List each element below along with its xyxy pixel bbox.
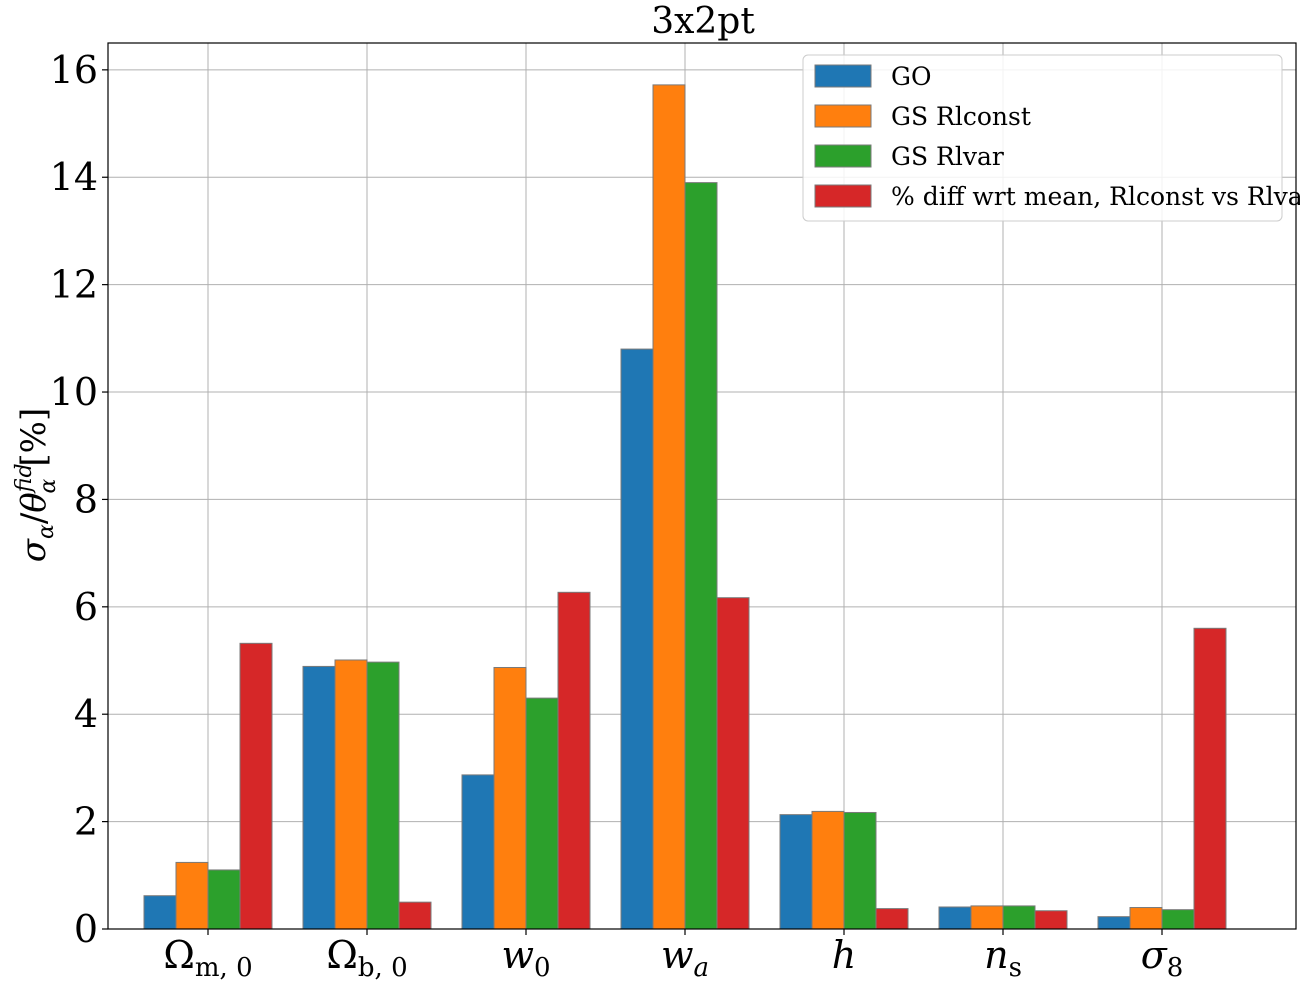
bar-gs-rlvar-5 (1002, 905, 1036, 930)
legend-swatch (814, 64, 872, 88)
x-tick-label: h (832, 933, 856, 977)
x-tick-label: Ωb, 0 (326, 933, 407, 983)
bar-go-2 (461, 774, 495, 930)
bar-diff-wrt-mean-rlconst-vs-rlvar-2 (557, 591, 591, 930)
bar-go-6 (1097, 916, 1131, 930)
x-tick-label-sub: m, 0 (195, 953, 253, 983)
y-tick-labels: 0 2 4 6 8 10 12 14 16 (50, 48, 108, 951)
legend-label: % diff wrt mean, Rlconst vs Rlvar (891, 182, 1300, 211)
bar-diff-wrt-mean-rlconst-vs-rlvar-5 (1034, 910, 1068, 930)
bar-go-5 (938, 906, 972, 930)
x-tick-label-base: h (832, 933, 856, 977)
y-axis-label: σα/θfidα[%] (12, 408, 61, 563)
x-tick-label-base: n (984, 933, 1008, 977)
legend-box (802, 54, 1283, 222)
bar-gs-rlvar-3 (684, 182, 718, 930)
x-tick-label-base: w (501, 933, 534, 977)
y-axis-label-text: σα/θfidα[%] (12, 408, 61, 563)
x-tick-label-sub: 8 (1167, 953, 1184, 983)
ylabel-sub-alpha-2: α (36, 478, 61, 493)
bar-go-3 (620, 348, 654, 930)
y-tick-label: 14 (50, 155, 98, 199)
bar-gs-rlconst-0 (175, 861, 209, 930)
bar-gs-rlvar-6 (1161, 909, 1195, 930)
ylabel-slash: / (14, 512, 54, 524)
legend-swatch (814, 144, 872, 168)
y-tick-label: 6 (74, 585, 98, 629)
plot-frame (107, 42, 1297, 930)
x-tick-label-base: Ω (326, 933, 358, 977)
y-tick-label: 4 (74, 692, 98, 736)
legend-swatch (814, 104, 872, 128)
x-tick-label-sub: 0 (534, 953, 551, 983)
x-tick-label-sub: s (1009, 953, 1022, 983)
legend-label: GO (891, 62, 931, 91)
bar-gs-rlconst-1 (334, 659, 368, 930)
bar-gs-rlconst-5 (970, 905, 1004, 930)
bar-diff-wrt-mean-rlconst-vs-rlvar-6 (1193, 627, 1227, 930)
legend: GO GS Rlconst GS Rlvar % diff wrt mean, Rlc… (802, 54, 1300, 222)
bar-go-1 (302, 665, 336, 930)
x-tick-label: σ8 (1141, 933, 1184, 983)
y-tick-label: 10 (50, 370, 98, 414)
y-tick-label: 2 (74, 800, 98, 844)
bar-diff-wrt-mean-rlconst-vs-rlvar-3 (716, 597, 750, 930)
bar-gs-rlconst-2 (493, 666, 527, 930)
bar-diff-wrt-mean-rlconst-vs-rlvar-4 (875, 908, 909, 930)
x-tick-labels: Ωm, 0 Ωb, 0 w0 wa h ns σ8 (163, 929, 1183, 983)
ylabel-unit: [%] (14, 408, 54, 467)
y-tick-label: 16 (50, 48, 98, 92)
bar-diff-wrt-mean-rlconst-vs-rlvar-1 (398, 901, 432, 930)
bar-go-4 (779, 814, 813, 930)
chart-title: 3x2pt (651, 1, 755, 42)
y-tick-label: 8 (74, 477, 98, 521)
x-tick-label-sub: b, 0 (358, 953, 408, 983)
bar-gs-rlvar-4 (843, 811, 877, 930)
bar-gs-rlvar-1 (366, 661, 400, 930)
x-tick-label: w0 (501, 933, 550, 983)
x-tick-label-base: Ω (163, 933, 195, 977)
bar-go-0 (143, 895, 177, 930)
bar-gs-rlvar-0 (207, 869, 241, 930)
legend-swatch (814, 184, 872, 208)
x-tick-label: wa (661, 933, 709, 983)
bar-gs-rlvar-2 (525, 697, 559, 930)
bar-diff-wrt-mean-rlconst-vs-rlvar-0 (239, 642, 273, 930)
bar-gs-rlconst-4 (811, 810, 845, 930)
ylabel-sub-alpha-1: α (34, 524, 59, 539)
x-tick-label-base: σ (1141, 933, 1168, 977)
ylabel-sigma: σ (14, 538, 54, 562)
legend-label: GS Rlconst (891, 102, 1031, 131)
bar-gs-rlconst-3 (652, 84, 686, 930)
y-tick-label: 12 (50, 263, 98, 307)
x-tick-label: ns (984, 933, 1022, 983)
x-tick-label: Ωm, 0 (163, 933, 252, 983)
x-tick-label-base: w (661, 933, 694, 977)
legend-label: GS Rlvar (891, 142, 1004, 171)
y-tick-label: 0 (74, 907, 98, 951)
ylabel-sup-fid: fid (12, 463, 37, 494)
x-tick-label-sub: a (694, 953, 710, 983)
ylabel-theta: θ (14, 492, 54, 512)
bars-layer (143, 84, 1227, 930)
bar-gs-rlconst-6 (1129, 907, 1163, 930)
